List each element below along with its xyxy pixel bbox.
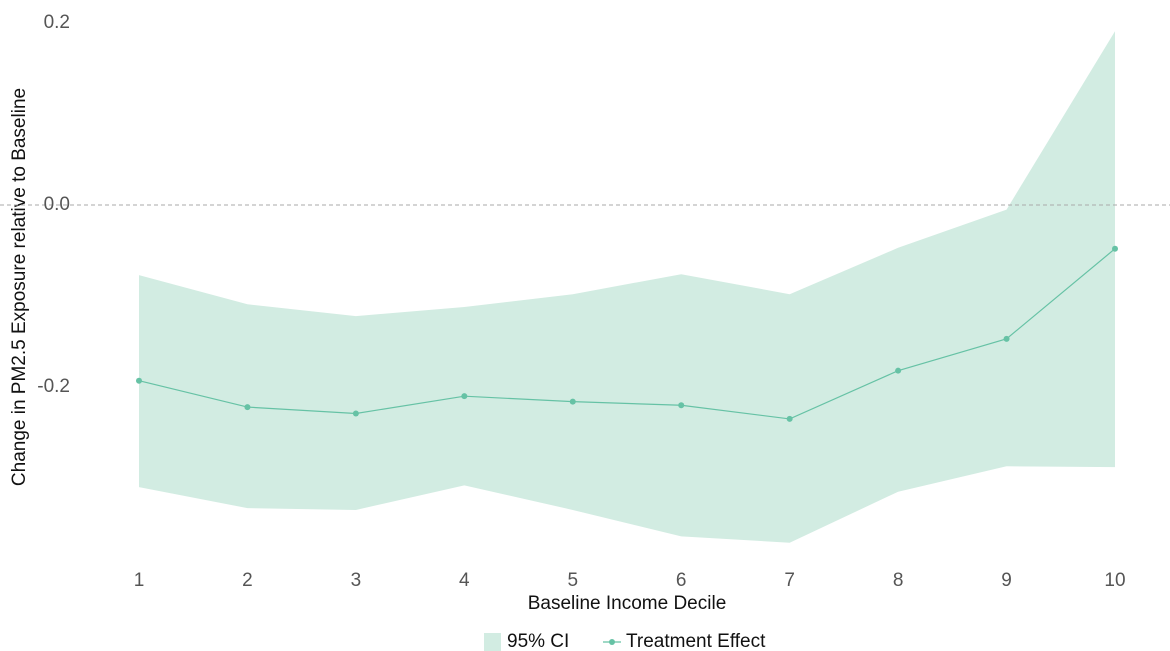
line: [138, 248, 1116, 420]
point: [244, 404, 251, 411]
x-axis-label: Baseline Income Decile: [528, 593, 727, 614]
point: [895, 367, 902, 374]
point: [352, 410, 359, 417]
point: [678, 402, 685, 409]
x-tick-label: 7: [784, 570, 795, 591]
point: [136, 377, 142, 384]
x-tick-label: 5: [567, 570, 578, 591]
y-tick-label: -0.2: [37, 376, 70, 397]
x-tick-label: 6: [676, 570, 687, 591]
x-tick-label: 2: [242, 570, 253, 591]
point: [461, 393, 468, 400]
point: [569, 398, 576, 405]
point: [786, 415, 793, 422]
legend-swatch: [484, 633, 501, 651]
y-tick-label: 0.0: [44, 194, 70, 215]
legend-text: 95% CI: [507, 631, 569, 651]
ci-band: [139, 31, 1115, 543]
legend-text: Treatment Effect: [626, 631, 766, 651]
x-tick-label: 9: [1001, 570, 1012, 591]
x-tick-label: 8: [893, 570, 904, 591]
y-tick-label: 0.2: [44, 12, 70, 33]
x-tick-label: 10: [1104, 570, 1125, 591]
x-tick-label: 4: [459, 570, 470, 591]
x-tick-label: 1: [134, 570, 145, 591]
point: [1112, 245, 1118, 252]
legend-dot: [609, 639, 615, 645]
point: [1003, 335, 1010, 342]
y-axis-label: Change in PM2.5 Exposure relative to Bas…: [9, 88, 30, 486]
x-tick-label: 3: [351, 570, 362, 591]
